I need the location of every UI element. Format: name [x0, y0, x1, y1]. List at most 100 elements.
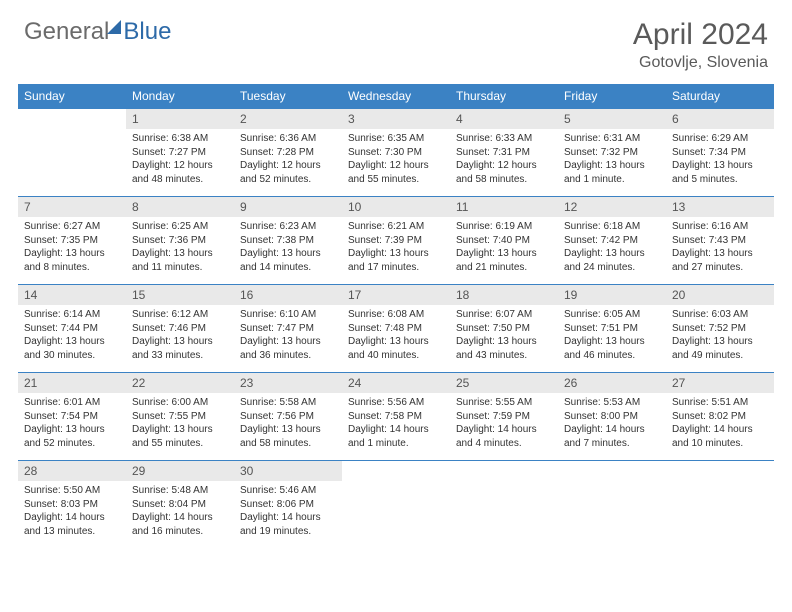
day-cell — [18, 109, 126, 197]
day-cell: 18Sunrise: 6:07 AMSunset: 7:50 PMDayligh… — [450, 285, 558, 373]
title-block: April 2024 Gotovlje, Slovenia — [633, 18, 768, 72]
daylight-text: Daylight: 13 hours and 58 minutes. — [240, 423, 336, 450]
day-content: Sunrise: 6:29 AMSunset: 7:34 PMDaylight:… — [666, 129, 774, 190]
week-row: 7 Sunrise: 6:27 AMSunset: 7:35 PM Daylight… — [18, 197, 774, 285]
sunrise-text: Sunrise: 6:14 AM — [24, 308, 120, 322]
sunrise-text: Sunrise: 6:27 AM — [24, 220, 120, 234]
sunrise-text: Sunrise: 6:16 AM — [672, 220, 768, 234]
day-cell: 13Sunrise: 6:16 AMSunset: 7:43 PMDayligh… — [666, 197, 774, 285]
day-number: 15 — [126, 285, 234, 305]
week-row: 14Sunrise: 6:14 AMSunset: 7:44 PMDayligh… — [18, 285, 774, 373]
daylight-text: Daylight: 13 hours and 27 minutes. — [672, 247, 768, 274]
daylight-text: Daylight: 13 hours and 17 minutes. — [348, 247, 444, 274]
day-cell — [342, 461, 450, 549]
sunrise-text: Sunrise: 5:48 AM — [132, 484, 228, 498]
daylight-text: Daylight: 13 hours and 55 minutes. — [132, 423, 228, 450]
sunrise-text: Sunrise: 5:53 AM — [564, 396, 660, 410]
day-content: Sunrise: 6:12 AMSunset: 7:46 PMDaylight:… — [126, 305, 234, 366]
col-monday: Monday — [126, 84, 234, 109]
day-content: Sunrise: 6:10 AMSunset: 7:47 PMDaylight:… — [234, 305, 342, 366]
logo-text-1: General — [24, 18, 109, 46]
day-number: 16 — [234, 285, 342, 305]
day-content: Sunrise: 5:48 AMSunset: 8:04 PMDaylight:… — [126, 481, 234, 542]
daylight-text: Daylight: 12 hours and 58 minutes. — [456, 159, 552, 186]
day-content: Sunrise: 6:16 AMSunset: 7:43 PMDaylight:… — [666, 217, 774, 278]
sunrise-text: Sunrise: 5:51 AM — [672, 396, 768, 410]
day-cell — [450, 461, 558, 549]
col-tuesday: Tuesday — [234, 84, 342, 109]
sunrise-text: Sunrise: 6:08 AM — [348, 308, 444, 322]
sunset-text: Sunset: 7:31 PM — [456, 146, 552, 160]
day-content: Sunrise: 6:00 AMSunset: 7:55 PMDaylight:… — [126, 393, 234, 454]
daylight-text: Daylight: 12 hours and 55 minutes. — [348, 159, 444, 186]
sunset-text: Sunset: 7:54 PM — [24, 410, 120, 424]
sunset-text: Sunset: 7:35 PM — [24, 234, 120, 248]
col-sunday: Sunday — [18, 84, 126, 109]
sunset-text: Sunset: 7:39 PM — [348, 234, 444, 248]
day-content: Sunrise: 6:08 AMSunset: 7:48 PMDaylight:… — [342, 305, 450, 366]
daylight-text: Daylight: 14 hours and 4 minutes. — [456, 423, 552, 450]
daylight-text: Daylight: 13 hours and 11 minutes. — [132, 247, 228, 274]
day-content: Sunrise: 5:58 AMSunset: 7:56 PMDaylight:… — [234, 393, 342, 454]
sunrise-text: Sunrise: 6:07 AM — [456, 308, 552, 322]
sunset-text: Sunset: 7:48 PM — [348, 322, 444, 336]
day-cell: 19Sunrise: 6:05 AMSunset: 7:51 PMDayligh… — [558, 285, 666, 373]
day-content: Sunrise: 6:14 AMSunset: 7:44 PMDaylight:… — [18, 305, 126, 366]
sunset-text: Sunset: 7:40 PM — [456, 234, 552, 248]
day-content: Sunrise: 5:50 AMSunset: 8:03 PMDaylight:… — [18, 481, 126, 542]
day-cell: 2Sunrise: 6:36 AMSunset: 7:28 PMDaylight… — [234, 109, 342, 197]
daylight-text: Daylight: 14 hours and 7 minutes. — [564, 423, 660, 450]
sunset-text: Sunset: 7:44 PM — [24, 322, 120, 336]
day-number: 17 — [342, 285, 450, 305]
sunset-text: Sunset: 7:34 PM — [672, 146, 768, 160]
month-title: April 2024 — [633, 18, 768, 52]
day-content: Sunrise: 5:55 AMSunset: 7:59 PMDaylight:… — [450, 393, 558, 454]
day-cell: 23Sunrise: 5:58 AMSunset: 7:56 PMDayligh… — [234, 373, 342, 461]
daylight-text: Daylight: 14 hours and 1 minute. — [348, 423, 444, 450]
daylight-text: Daylight: 13 hours and 40 minutes. — [348, 335, 444, 362]
day-cell: 26Sunrise: 5:53 AMSunset: 8:00 PMDayligh… — [558, 373, 666, 461]
day-cell: 7Sunrise: 6:27 AMSunset: 7:35 PMDaylight… — [18, 197, 126, 285]
day-cell: 15Sunrise: 6:12 AMSunset: 7:46 PMDayligh… — [126, 285, 234, 373]
sunrise-text: Sunrise: 6:10 AM — [240, 308, 336, 322]
daylight-text: Daylight: 13 hours and 46 minutes. — [564, 335, 660, 362]
day-cell: 27Sunrise: 5:51 AMSunset: 8:02 PMDayligh… — [666, 373, 774, 461]
sunrise-text: Sunrise: 6:33 AM — [456, 132, 552, 146]
week-row: 1Sunrise: 6:38 AMSunset: 7:27 PMDaylight… — [18, 109, 774, 197]
sunset-text: Sunset: 7:46 PM — [132, 322, 228, 336]
logo-triangle-icon — [107, 20, 121, 34]
day-cell: 16Sunrise: 6:10 AMSunset: 7:47 PMDayligh… — [234, 285, 342, 373]
day-number: 7 — [18, 197, 126, 217]
sunset-text: Sunset: 7:43 PM — [672, 234, 768, 248]
daylight-text: Daylight: 13 hours and 33 minutes. — [132, 335, 228, 362]
sunrise-text: Sunrise: 6:19 AM — [456, 220, 552, 234]
daylight-text: Daylight: 13 hours and 21 minutes. — [456, 247, 552, 274]
daylight-text: Daylight: 13 hours and 24 minutes. — [564, 247, 660, 274]
sunset-text: Sunset: 7:55 PM — [132, 410, 228, 424]
day-content: Sunrise: 5:46 AMSunset: 8:06 PMDaylight:… — [234, 481, 342, 542]
col-wednesday: Wednesday — [342, 84, 450, 109]
day-content: Sunrise: 6:36 AMSunset: 7:28 PMDaylight:… — [234, 129, 342, 190]
day-number: 1 — [126, 109, 234, 129]
day-cell: 6Sunrise: 6:29 AMSunset: 7:34 PMDaylight… — [666, 109, 774, 197]
day-cell: 3Sunrise: 6:35 AMSunset: 7:30 PMDaylight… — [342, 109, 450, 197]
day-number: 13 — [666, 197, 774, 217]
sunset-text: Sunset: 7:38 PM — [240, 234, 336, 248]
daylight-text: Daylight: 12 hours and 48 minutes. — [132, 159, 228, 186]
day-content: Sunrise: 6:31 AMSunset: 7:32 PMDaylight:… — [558, 129, 666, 190]
day-number: 23 — [234, 373, 342, 393]
sunset-text: Sunset: 8:03 PM — [24, 498, 120, 512]
day-number: 4 — [450, 109, 558, 129]
logo-text-2: Blue — [123, 18, 171, 46]
sunrise-text: Sunrise: 6:21 AM — [348, 220, 444, 234]
col-saturday: Saturday — [666, 84, 774, 109]
header: General Blue April 2024 Gotovlje, Sloven… — [0, 0, 792, 80]
day-cell: 4 Sunrise: 6:33 AMSunset: 7:31 PMDaylight… — [450, 109, 558, 197]
day-number: 29 — [126, 461, 234, 481]
daylight-text: Daylight: 13 hours and 14 minutes. — [240, 247, 336, 274]
day-number: 8 — [126, 197, 234, 217]
day-cell: 9Sunrise: 6:23 AMSunset: 7:38 PMDaylight… — [234, 197, 342, 285]
col-thursday: Thursday — [450, 84, 558, 109]
day-cell: 11Sunrise: 6:19 AMSunset: 7:40 PMDayligh… — [450, 197, 558, 285]
day-number: 9 — [234, 197, 342, 217]
